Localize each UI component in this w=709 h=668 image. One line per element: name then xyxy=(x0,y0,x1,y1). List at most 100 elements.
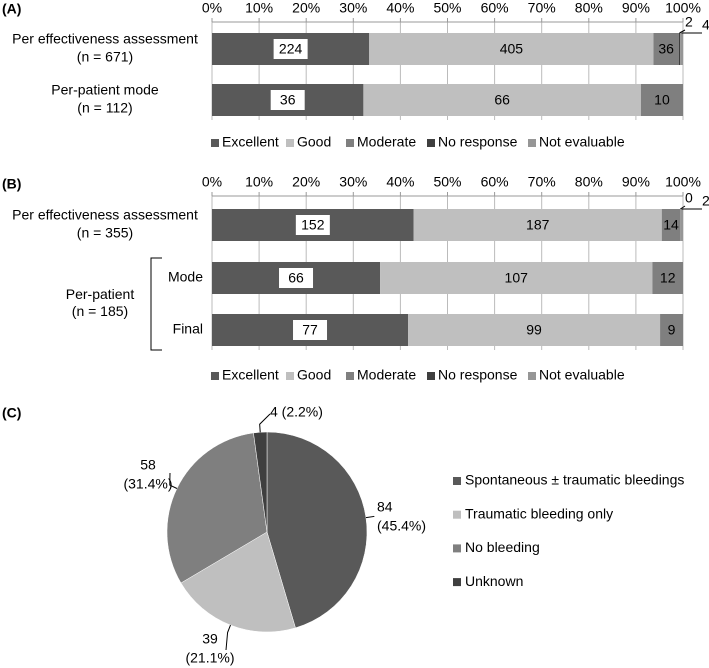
value-label: (21.1%) xyxy=(185,650,234,666)
legend-swatch xyxy=(346,372,354,380)
legend-swatch xyxy=(286,139,294,147)
group-label: (n = 185) xyxy=(72,303,128,319)
x-tick-label: 10% xyxy=(245,174,273,190)
label-box xyxy=(293,320,328,340)
value-label: 58 xyxy=(140,457,156,473)
value-label: 77 xyxy=(302,322,318,338)
legend-label: Unknown xyxy=(465,573,523,589)
x-tick-label: 70% xyxy=(528,0,556,16)
legend-swatch xyxy=(211,372,219,380)
legend-swatch xyxy=(211,139,219,147)
leader-line xyxy=(225,624,231,651)
panel-label: (C) xyxy=(2,405,21,421)
x-tick-label: 20% xyxy=(292,0,320,16)
value-label: 2 xyxy=(685,14,693,30)
value-label: 36 xyxy=(658,41,674,57)
legend-swatch xyxy=(453,477,461,485)
legend-swatch xyxy=(453,544,461,553)
value-label: (31.4%) xyxy=(123,476,172,492)
category-label: Per-patient mode xyxy=(51,82,159,98)
leader-line xyxy=(365,515,375,519)
bar-segment xyxy=(652,262,683,294)
label-box xyxy=(270,90,305,110)
bar-segment xyxy=(661,209,681,241)
legend-label: No bleeding xyxy=(465,539,540,555)
x-tick-label: 0% xyxy=(202,0,222,16)
legend-swatch xyxy=(453,510,461,519)
pie-slice xyxy=(180,531,296,633)
value-label: 107 xyxy=(505,270,529,286)
x-tick-label: 80% xyxy=(575,0,603,16)
bar-segment xyxy=(660,314,683,346)
value-label: 14 xyxy=(663,217,679,233)
panel-label: (B) xyxy=(2,176,21,192)
pie-slice xyxy=(266,431,368,629)
category-label: (n = 112) xyxy=(77,100,132,116)
group-label: Per-patient xyxy=(66,286,135,302)
legend-label: Good xyxy=(297,134,331,150)
bar-segment xyxy=(653,33,679,65)
category-label: Per effectiveness assessment xyxy=(12,207,198,223)
label-box xyxy=(295,215,330,235)
legend-swatch xyxy=(528,372,536,380)
value-label: 405 xyxy=(500,41,524,57)
value-label: 187 xyxy=(526,217,550,233)
legend-swatch xyxy=(346,139,354,147)
bar-segment xyxy=(363,84,641,116)
bar-segment xyxy=(408,314,661,346)
legend-label: Traumatic bleeding only xyxy=(465,505,613,521)
leader-line xyxy=(259,413,271,433)
x-tick-label: 90% xyxy=(622,0,650,16)
legend-label: Moderate xyxy=(357,134,416,150)
x-tick-label: 90% xyxy=(622,174,650,190)
legend-swatch xyxy=(286,372,294,380)
x-tick-label: 30% xyxy=(339,174,367,190)
category-label: (n = 671) xyxy=(77,49,133,65)
value-label: 66 xyxy=(494,92,510,108)
x-tick-label: 60% xyxy=(481,174,509,190)
panel-label: (A) xyxy=(2,1,21,17)
leader-line xyxy=(169,472,178,489)
value-label: 152 xyxy=(301,217,325,233)
value-label: 66 xyxy=(288,270,304,286)
value-label: 36 xyxy=(280,92,296,108)
x-tick-label: 100% xyxy=(665,174,701,190)
group-bracket xyxy=(150,257,162,351)
value-label: 4 (2.2%) xyxy=(270,404,323,420)
bar-segment xyxy=(678,33,681,65)
x-tick-label: 80% xyxy=(575,174,603,190)
legend-label: Excellent xyxy=(222,367,279,383)
legend-swatch xyxy=(427,372,435,380)
x-tick-label: 100% xyxy=(665,0,701,16)
bar-segment xyxy=(640,84,683,116)
value-label: 99 xyxy=(526,322,542,338)
value-label: 4 xyxy=(702,17,709,33)
value-label: 10 xyxy=(654,92,670,108)
label-box xyxy=(279,268,314,288)
legend-label: Spontaneous ± traumatic bleedings xyxy=(465,472,684,488)
legend-label: Not evaluable xyxy=(539,367,625,383)
x-tick-label: 60% xyxy=(481,0,509,16)
x-tick-label: 50% xyxy=(433,174,461,190)
label-box xyxy=(273,39,308,59)
x-tick-label: 30% xyxy=(339,0,367,16)
value-label: 39 xyxy=(202,631,218,647)
leader-line xyxy=(680,205,686,210)
x-tick-label: 70% xyxy=(528,174,556,190)
value-label: 224 xyxy=(279,41,303,57)
legend-swatch xyxy=(453,578,461,587)
category-label: Final xyxy=(173,321,203,337)
bar-segment xyxy=(380,262,653,294)
x-tick-label: 40% xyxy=(386,174,414,190)
x-tick-label: 40% xyxy=(386,0,414,16)
value-label: 12 xyxy=(660,270,676,286)
value-label: (45.4%) xyxy=(377,518,426,534)
value-label: 2 xyxy=(702,193,709,209)
legend-swatch xyxy=(427,139,435,147)
bar-segment xyxy=(680,33,683,65)
legend-label: Moderate xyxy=(357,367,416,383)
category-label: Per effectiveness assessment xyxy=(12,31,198,47)
bar-segment xyxy=(369,33,654,65)
category-label: (n = 355) xyxy=(77,225,133,241)
